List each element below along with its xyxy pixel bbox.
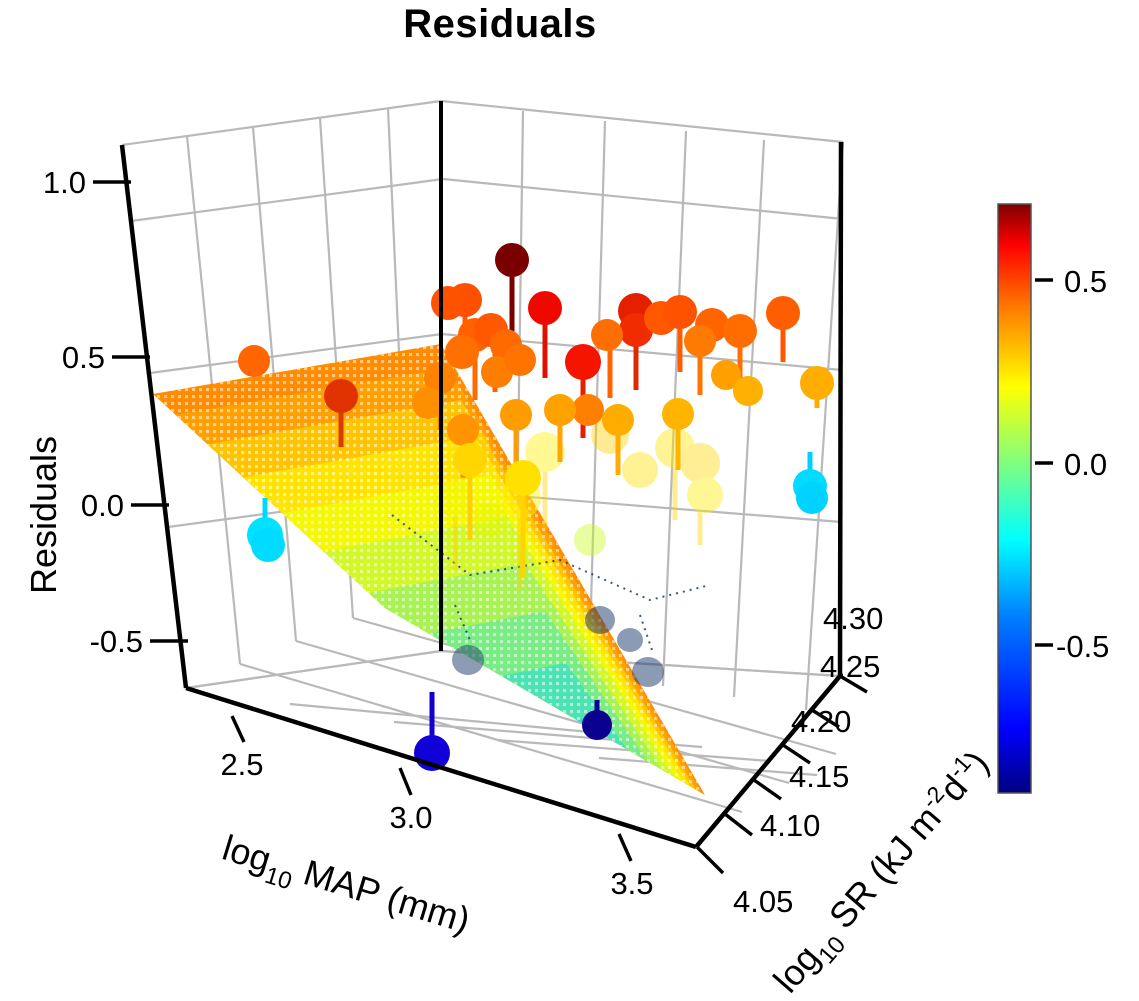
x-tick-0: 2.5 <box>220 747 263 782</box>
x-tick-1: 3.0 <box>389 800 432 835</box>
axis-spines <box>119 101 844 850</box>
data-points-layer <box>238 243 834 771</box>
x-label-main: MAP (mm) <box>299 851 475 940</box>
colorbar-tick-1: 0.0 <box>1064 447 1107 482</box>
colorbar-tick-0: 0.5 <box>1064 264 1107 299</box>
y-axis-ticklabels: 4.05 4.10 4.15 4.20 4.25 4.30 <box>733 601 883 919</box>
z-tick-2: 0.0 <box>81 488 124 523</box>
z-tick-0: 1.0 <box>43 165 86 200</box>
y-axis-ticks <box>695 674 868 875</box>
x-axis-ticklabels: 2.5 3.0 3.5 <box>220 747 653 901</box>
x-axis-label: log10 MAP (mm) <box>216 827 475 949</box>
page-title: Residuals <box>403 2 597 46</box>
svg-text:log10 MAP (mm): log10 MAP (mm) <box>216 827 475 949</box>
y-tick-5: 4.30 <box>823 601 883 636</box>
z-tick-3: -0.5 <box>90 624 143 659</box>
y-tick-4: 4.25 <box>820 649 880 684</box>
occluded-point-ghosts <box>452 606 664 687</box>
z-axis-ticklabels: 1.0 0.5 0.0 -0.5 <box>43 165 143 659</box>
z-axis-label: Residuals <box>23 436 64 594</box>
y-label-main: SR (kJ m <box>821 798 949 937</box>
colorbar-tick-2: -0.5 <box>1056 629 1109 664</box>
colorbar-gradient <box>997 203 1032 794</box>
z-axis-ticks <box>93 180 188 643</box>
y-tick-1: 4.10 <box>760 808 820 843</box>
point-markers <box>238 243 834 771</box>
x-axis-ticks <box>230 715 633 862</box>
y-tick-3: 4.20 <box>791 704 851 739</box>
colorbar: 0.5 0.0 -0.5 <box>997 203 1109 794</box>
x-tick-2: 3.5 <box>610 866 653 901</box>
y-tick-0: 4.05 <box>733 884 793 919</box>
y-tick-2: 4.15 <box>789 759 849 794</box>
z-tick-1: 0.5 <box>62 340 105 375</box>
